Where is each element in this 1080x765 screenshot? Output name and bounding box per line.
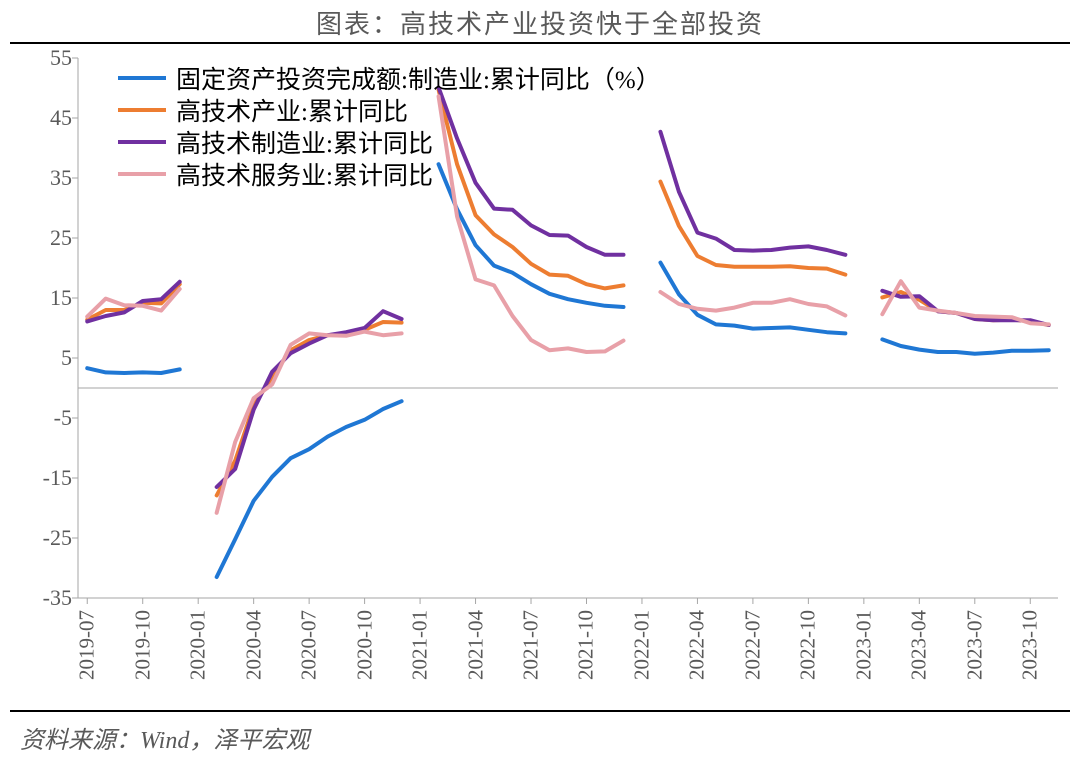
x-tick-label: 2023-07: [962, 610, 987, 680]
legend-label: 高技术产业:累计同比: [176, 92, 408, 128]
legend-item: 高技术产业:累计同比: [118, 94, 661, 126]
y-tick-label: 15: [22, 285, 72, 311]
x-tick-label: 2022-04: [685, 610, 710, 680]
x-tick-label: 2020-04: [241, 610, 266, 680]
legend-swatch: [118, 76, 166, 80]
y-tick-label: -15: [22, 465, 72, 491]
top-rule: [10, 42, 1070, 44]
x-tick-label: 2021-10: [574, 610, 599, 680]
x-tick-label: 2022-01: [629, 610, 654, 680]
x-tick-label: 2020-01: [186, 610, 211, 680]
legend-label: 高技术制造业:累计同比: [176, 124, 433, 160]
y-tick-label: 35: [22, 165, 72, 191]
x-tick-label: 2020-10: [352, 610, 377, 680]
bottom-rule: [10, 710, 1070, 712]
x-tick-label: 2022-10: [796, 610, 821, 680]
x-tick-label: 2020-07: [297, 610, 322, 680]
x-tick-label: 2021-04: [463, 610, 488, 680]
x-tick-label: 2021-01: [408, 610, 433, 680]
legend-label: 高技术服务业:累计同比: [176, 156, 433, 192]
y-tick-label: -5: [22, 405, 72, 431]
chart-container: 图表：高技术产业投资快于全部投资 -35-25-15-551525354555 …: [0, 0, 1080, 765]
legend-swatch: [118, 172, 166, 176]
y-tick-label: 45: [22, 105, 72, 131]
x-tick-label: 2019-10: [130, 610, 155, 680]
x-tick-label: 2023-04: [907, 610, 932, 680]
y-tick-label: 5: [22, 345, 72, 371]
legend-item: 高技术服务业:累计同比: [118, 158, 661, 190]
y-tick-label: 55: [22, 45, 72, 71]
chart-title: 图表：高技术产业投资快于全部投资: [0, 4, 1080, 41]
x-tick-label: 2022-07: [740, 610, 765, 680]
legend-swatch: [118, 108, 166, 112]
y-tick-label: 25: [22, 225, 72, 251]
source-line: 资料来源：Wind，泽平宏观: [20, 720, 309, 755]
legend: 固定资产投资完成额:制造业:累计同比（%）高技术产业:累计同比高技术制造业:累计…: [118, 62, 661, 190]
y-tick-label: -35: [22, 585, 72, 611]
x-tick-label: 2023-10: [1018, 610, 1043, 680]
legend-item: 固定资产投资完成额:制造业:累计同比（%）: [118, 62, 661, 94]
x-tick-label: 2021-07: [519, 610, 544, 680]
legend-item: 高技术制造业:累计同比: [118, 126, 661, 158]
legend-swatch: [118, 140, 166, 144]
x-tick-label: 2019-07: [75, 610, 100, 680]
y-tick-label: -25: [22, 525, 72, 551]
legend-label: 固定资产投资完成额:制造业:累计同比（%）: [176, 60, 661, 96]
x-tick-label: 2023-01: [851, 610, 876, 680]
